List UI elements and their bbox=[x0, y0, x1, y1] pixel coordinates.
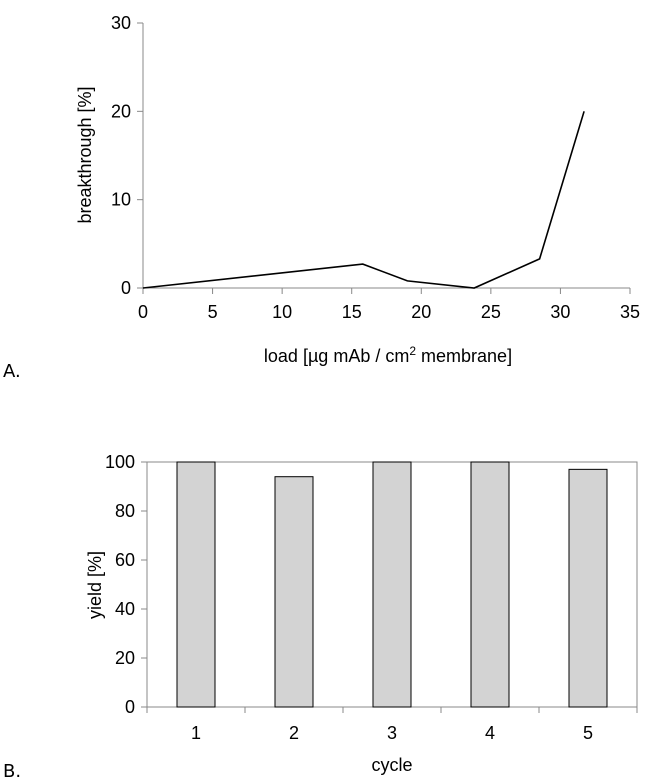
chart-a-x-tick-label: 0 bbox=[138, 302, 148, 322]
chart-a-x-tick-label: 25 bbox=[481, 302, 501, 322]
chart-a-y-tick-label: 30 bbox=[111, 13, 131, 33]
chart-b-panel-label: B. bbox=[3, 761, 21, 781]
chart-a-x-tick-label: 30 bbox=[550, 302, 570, 322]
chart-a-x-axis-title-superscript: 2 bbox=[409, 344, 416, 358]
chart-b-x-axis-title: cycle bbox=[371, 755, 412, 775]
chart-b-category-label: 4 bbox=[485, 723, 495, 743]
chart-b-bar bbox=[372, 461, 412, 708]
chart-b-category-label: 1 bbox=[191, 723, 201, 743]
chart-b-y-tick-label: 0 bbox=[125, 697, 135, 717]
chart-b-y-tick-label: 40 bbox=[115, 599, 135, 619]
chart-a-y-tick-label: 10 bbox=[111, 190, 131, 210]
chart-a-x-tick-label: 20 bbox=[411, 302, 431, 322]
chart-b-bar bbox=[568, 468, 608, 708]
yield-bar-chart: yield [%] cycle B. 0 20 40 60 80 100 1 2 3 4 5 bbox=[3, 452, 638, 781]
chart-a-panel-label: A. bbox=[3, 361, 21, 382]
chart-b-category-label: 3 bbox=[387, 723, 397, 743]
chart-b-y-tick-label: 20 bbox=[115, 648, 135, 668]
chart-a-x-tick-label: 10 bbox=[272, 302, 292, 322]
chart-a-x-tick-label: 15 bbox=[342, 302, 362, 322]
chart-a-x-tick-label: 35 bbox=[620, 302, 640, 322]
chart-a-series-line bbox=[142, 111, 585, 289]
chart-b-y-axis-title: yield [%] bbox=[85, 551, 105, 619]
chart-a-y-tick-label: 0 bbox=[121, 278, 131, 298]
chart-b-category-label: 5 bbox=[583, 723, 593, 743]
chart-a-x-axis-title: load [µg mAb / cm2 membrane] bbox=[264, 344, 512, 366]
chart-a-x-axis-title-text: load [µg mAb / cm bbox=[264, 346, 409, 366]
chart-a-x-axis-title-rest: membrane] bbox=[416, 346, 512, 366]
chart-a-y-tick-label: 20 bbox=[111, 101, 131, 121]
chart-a-x-tick-label: 5 bbox=[208, 302, 218, 322]
chart-b-y-tick-label: 80 bbox=[115, 501, 135, 521]
chart-b-category-label: 2 bbox=[289, 723, 299, 743]
chart-b-y-tick-label: 60 bbox=[115, 550, 135, 570]
chart-b-y-tick-label: 100 bbox=[105, 452, 135, 472]
chart-a-y-axis-title: breakthrough [%] bbox=[75, 86, 95, 223]
breakthrough-line-chart: breakthrough [%] load [µg mAb / cm2 memb… bbox=[3, 13, 640, 382]
chart-b-bar bbox=[176, 461, 216, 708]
chart-b-bar bbox=[274, 476, 314, 708]
chart-b-bar bbox=[470, 461, 510, 708]
